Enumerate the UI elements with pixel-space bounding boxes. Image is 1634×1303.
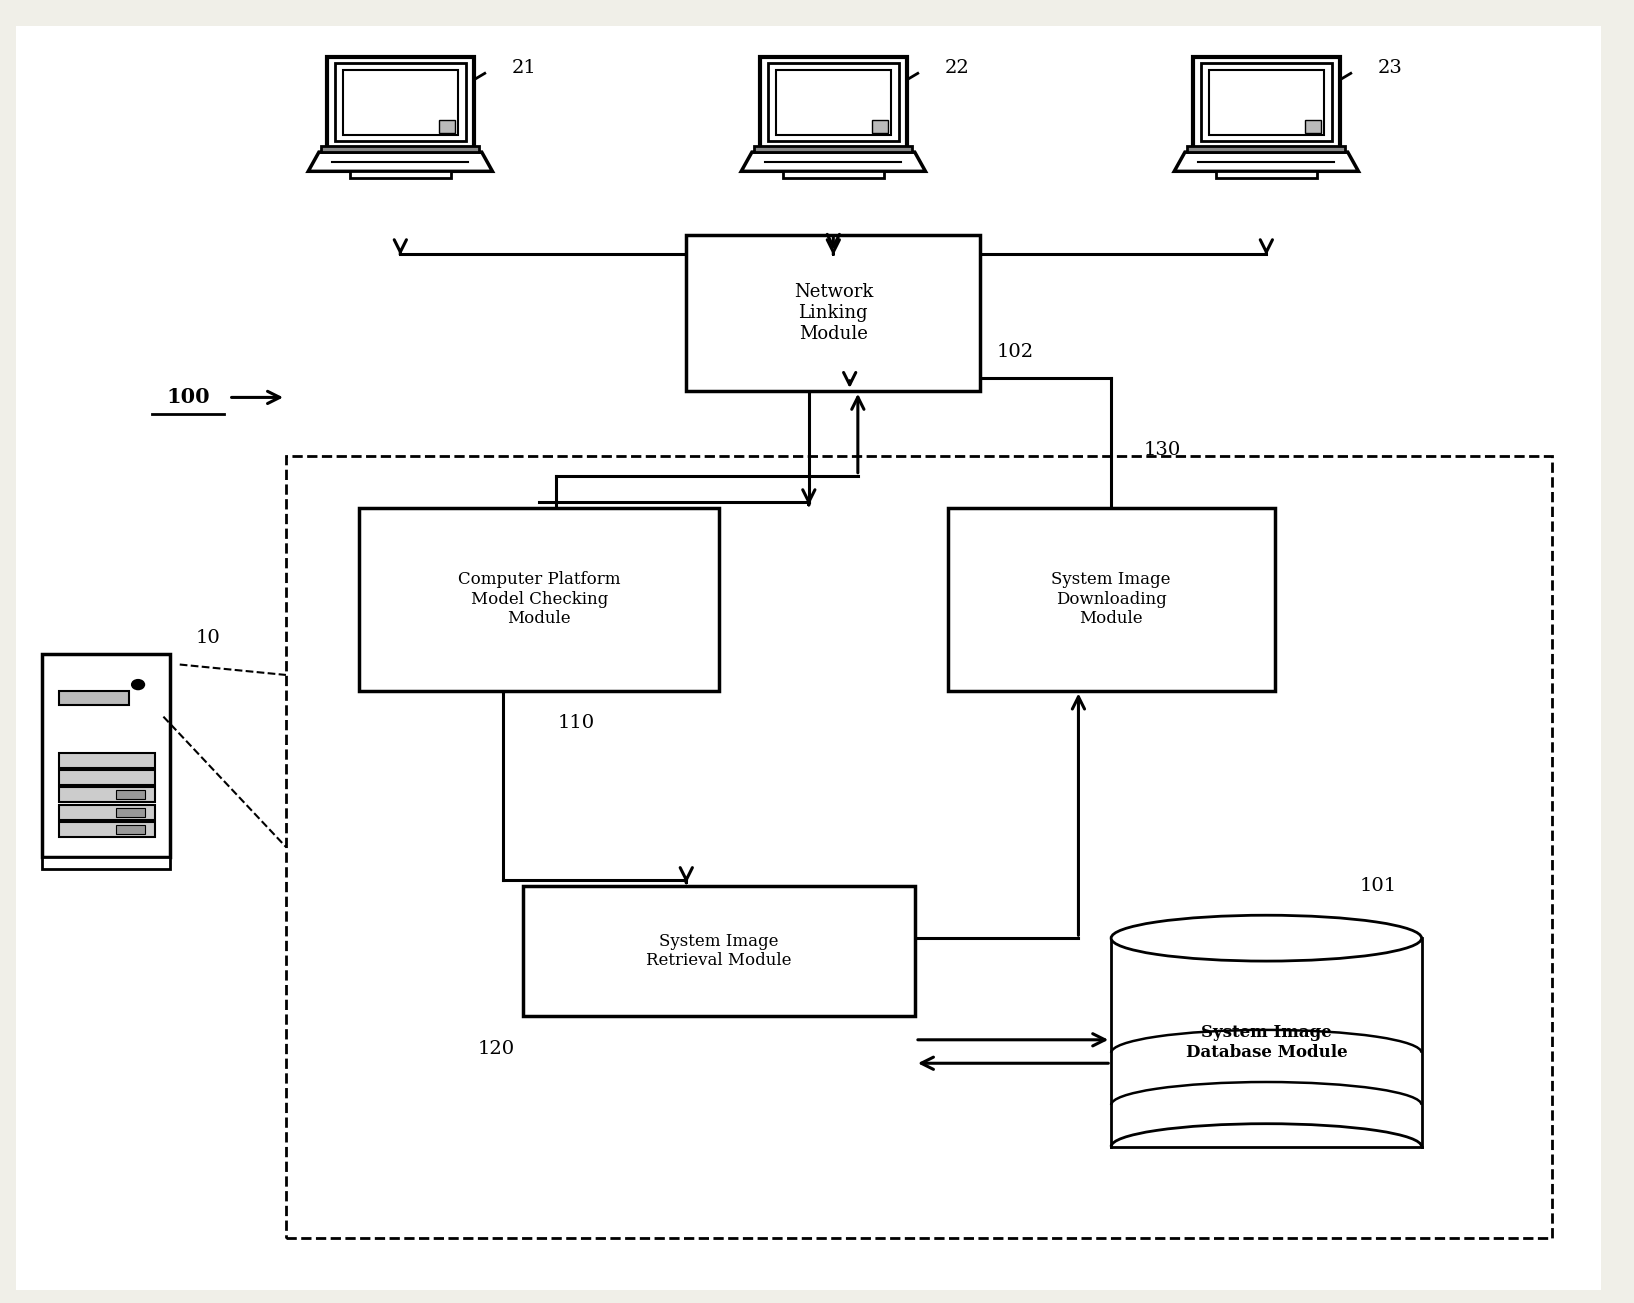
Bar (322, 146, 479, 152)
Bar (59, 787, 155, 803)
Bar (350, 171, 451, 177)
Polygon shape (760, 57, 907, 147)
Text: System Image
Downloading
Module: System Image Downloading Module (1051, 571, 1172, 628)
Bar (59, 822, 155, 837)
Bar (1111, 938, 1422, 1147)
Bar (59, 691, 129, 705)
Text: 102: 102 (997, 343, 1034, 361)
Bar (1306, 120, 1322, 133)
Circle shape (131, 679, 145, 691)
Polygon shape (327, 57, 474, 147)
Polygon shape (768, 64, 899, 142)
Polygon shape (309, 152, 492, 171)
Bar (42, 857, 170, 869)
Bar (873, 120, 889, 133)
Polygon shape (1209, 70, 1324, 136)
Text: System Image
Database Module: System Image Database Module (1186, 1024, 1346, 1061)
Text: Computer Platform
Model Checking
Module: Computer Platform Model Checking Module (458, 571, 621, 628)
Text: 22: 22 (944, 59, 969, 77)
Polygon shape (1175, 152, 1358, 171)
Bar (686, 235, 980, 391)
Bar (59, 804, 155, 820)
Bar (359, 508, 719, 691)
Text: 110: 110 (557, 714, 595, 732)
Bar (116, 825, 145, 834)
Bar (1188, 146, 1345, 152)
Polygon shape (1193, 57, 1340, 147)
Text: 100: 100 (167, 387, 209, 408)
Bar (1216, 171, 1317, 177)
Bar (286, 456, 1552, 1238)
Polygon shape (742, 152, 925, 171)
Polygon shape (1201, 64, 1332, 142)
Text: 130: 130 (1144, 440, 1181, 459)
Bar (523, 886, 915, 1016)
Polygon shape (335, 64, 466, 142)
Polygon shape (343, 70, 458, 136)
Text: 120: 120 (477, 1040, 515, 1058)
Bar (440, 120, 456, 133)
Bar (755, 146, 912, 152)
Text: 21: 21 (511, 59, 536, 77)
Text: 101: 101 (1359, 877, 1397, 895)
Bar (783, 171, 884, 177)
Bar (948, 508, 1275, 691)
Text: System Image
Retrieval Module: System Image Retrieval Module (645, 933, 792, 969)
Text: 23: 23 (1377, 59, 1402, 77)
Text: 10: 10 (196, 629, 221, 648)
Polygon shape (776, 70, 891, 136)
Ellipse shape (1111, 915, 1422, 962)
Bar (116, 808, 145, 817)
Bar (116, 791, 145, 800)
Text: Network
Linking
Module: Network Linking Module (794, 283, 873, 343)
Bar (42, 654, 170, 857)
Bar (59, 753, 155, 767)
Bar (59, 770, 155, 786)
